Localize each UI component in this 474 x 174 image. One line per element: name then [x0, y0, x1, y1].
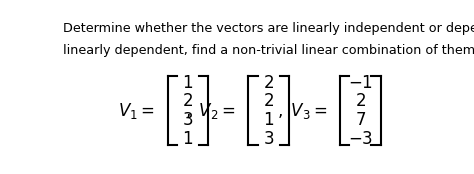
- Text: $V_1 =$: $V_1 =$: [118, 101, 155, 121]
- Text: $2$: $2$: [263, 92, 274, 110]
- Text: $1$: $1$: [182, 130, 193, 148]
- Text: $-3$: $-3$: [348, 130, 373, 148]
- Text: $-1$: $-1$: [348, 73, 373, 92]
- Text: $2$: $2$: [355, 92, 366, 110]
- Text: $3$: $3$: [263, 130, 274, 148]
- Text: $1$: $1$: [263, 111, 274, 129]
- Text: $,\ V_3 =$: $,\ V_3 =$: [277, 101, 328, 121]
- Text: $,\ V_2 =$: $,\ V_2 =$: [185, 101, 236, 121]
- Text: $2$: $2$: [182, 92, 193, 110]
- Text: $3$: $3$: [182, 111, 193, 129]
- Text: $1$: $1$: [182, 73, 193, 92]
- Text: $7$: $7$: [355, 111, 366, 129]
- Text: linearly dependent, find a non-trivial linear combination of them that is equal : linearly dependent, find a non-trivial l…: [63, 44, 474, 57]
- Text: $2$: $2$: [263, 73, 274, 92]
- Text: Determine whether the vectors are linearly independent or dependent.  If the vec: Determine whether the vectors are linear…: [63, 22, 474, 35]
